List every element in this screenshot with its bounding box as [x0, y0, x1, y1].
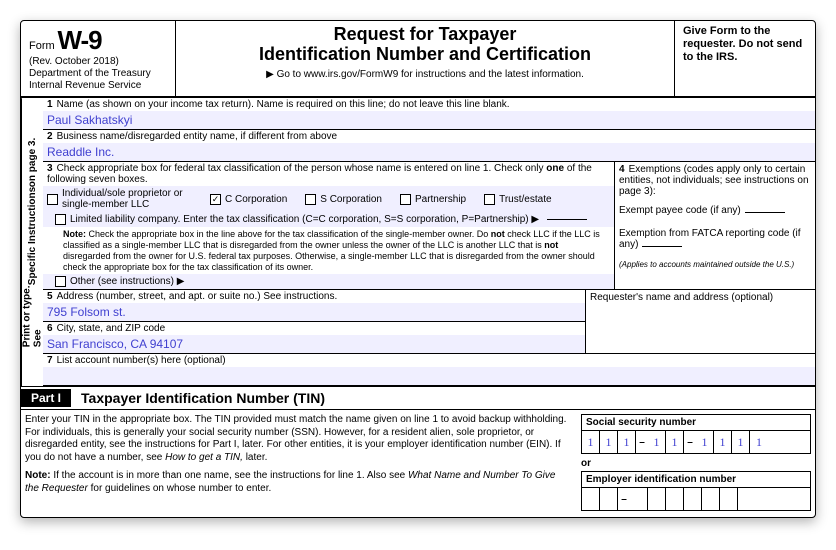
line3-num: 3 — [47, 163, 53, 174]
line3-note: Note: Check the appropriate box in the l… — [43, 227, 614, 274]
line6-value[interactable]: San Francisco, CA 94107 — [43, 335, 585, 353]
side-instructions: Print or type.See Specific Instructions … — [21, 98, 43, 386]
ssn-label: Social security number — [582, 415, 810, 431]
checkbox-row-other: Other (see instructions) ▶ — [43, 274, 614, 289]
line-3-4: 3Check appropriate box for federal tax c… — [43, 162, 815, 290]
checkbox-row-llc: Limited liability company. Enter the tax… — [43, 212, 614, 227]
line5-value[interactable]: 795 Folsom st. — [43, 303, 585, 321]
header-right: Give Form to the requester. Do not send … — [675, 21, 815, 96]
part1-body: Enter your TIN in the appropriate box. T… — [21, 410, 815, 517]
line7-num: 7 — [47, 355, 53, 366]
or-label: or — [581, 456, 811, 471]
w9-form: Form W-9 (Rev. October 2018) Department … — [20, 20, 816, 518]
line2-value[interactable]: Readdle Inc. — [43, 143, 815, 161]
title-line2: Identification Number and Certification — [184, 45, 666, 65]
main-body: Print or type.See Specific Instructions … — [21, 98, 815, 386]
form-word: Form — [29, 40, 55, 52]
cb-c-corp[interactable]: ✓C Corporation — [210, 194, 287, 205]
line-1: 1 Name (as shown on your income tax retur… — [43, 98, 815, 130]
title-line1: Request for Taxpayer — [184, 25, 666, 45]
header-center: Request for Taxpayer Identification Numb… — [176, 21, 675, 96]
cb-s-corp[interactable]: S Corporation — [305, 194, 382, 205]
part1-header: Part I Taxpayer Identification Number (T… — [21, 386, 815, 410]
cb-partnership[interactable]: Partnership — [400, 194, 466, 205]
line3-label: Check appropriate box for federal tax cl… — [47, 163, 592, 185]
part1-label: Part I — [21, 389, 71, 407]
line5-num: 5 — [47, 291, 53, 302]
header-left: Form W-9 (Rev. October 2018) Department … — [21, 21, 176, 96]
line6-label: City, state, and ZIP code — [57, 323, 166, 334]
cb-individual[interactable]: Individual/sole proprietor or single-mem… — [47, 188, 192, 210]
cb-other[interactable]: Other (see instructions) ▶ — [55, 276, 184, 287]
line-7: 7 List account number(s) here (optional) — [43, 354, 815, 386]
exempt-payee-input[interactable] — [745, 212, 785, 213]
ssn-box: Social security number 1 1 1 – 1 1 – 1 1… — [581, 414, 811, 454]
part1-para2: Note: If the account is in more than one… — [25, 470, 571, 495]
part1-para1: Enter your TIN in the appropriate box. T… — [25, 414, 571, 464]
line-6: 6 City, state, and ZIP code San Francisco… — [43, 322, 585, 353]
ein-box: Employer identification number – — [581, 471, 811, 511]
line4-section: 4Exemptions (codes apply only to certain… — [615, 162, 815, 289]
header-link: ▶ Go to www.irs.gov/FormW9 for instructi… — [184, 69, 666, 80]
line3-section: 3Check appropriate box for federal tax c… — [43, 162, 615, 289]
checkbox-row-1: Individual/sole proprietor or single-mem… — [43, 186, 614, 212]
dept1: Department of the Treasury — [29, 68, 167, 80]
line7-value[interactable] — [43, 367, 815, 385]
line6-num: 6 — [47, 323, 53, 334]
tin-boxes: Social security number 1 1 1 – 1 1 – 1 1… — [581, 414, 811, 513]
part1-title: Taxpayer Identification Number (TIN) — [81, 390, 325, 406]
form-number: W-9 — [57, 25, 101, 55]
line1-num: 1 — [47, 99, 53, 110]
cb-llc[interactable]: Limited liability company. Enter the tax… — [55, 214, 587, 225]
line-2: 2 Business name/disregarded entity name, … — [43, 130, 815, 162]
ssn-digits[interactable]: 1 1 1 – 1 1 – 1 1 1 1 — [582, 431, 810, 453]
line-5-6-block: 5 Address (number, street, and apt. or su… — [43, 290, 815, 354]
line2-label: Business name/disregarded entity name, i… — [57, 131, 338, 142]
line4-num: 4 — [619, 164, 625, 175]
revision: (Rev. October 2018) — [29, 56, 167, 68]
line1-label: Name (as shown on your income tax return… — [57, 99, 510, 110]
line1-value[interactable]: Paul Sakhatskyi — [43, 111, 815, 129]
line-5: 5 Address (number, street, and apt. or su… — [43, 290, 585, 322]
form-lines: 1 Name (as shown on your income tax retur… — [43, 98, 815, 386]
line5-label: Address (number, street, and apt. or sui… — [57, 291, 338, 302]
exempt-payee-label: Exempt payee code (if any) — [619, 205, 741, 216]
cb-trust[interactable]: Trust/estate — [484, 194, 551, 205]
line4-label: Exemptions (codes apply only to certain … — [619, 164, 809, 197]
llc-classification-input[interactable] — [547, 219, 587, 220]
requester-section[interactable]: Requester's name and address (optional) — [585, 290, 815, 353]
dept2: Internal Revenue Service — [29, 80, 167, 92]
line2-num: 2 — [47, 131, 53, 142]
applies-note: (Applies to accounts maintained outside … — [619, 260, 811, 269]
ein-digits[interactable]: – — [582, 488, 810, 510]
part1-text: Enter your TIN in the appropriate box. T… — [25, 414, 581, 513]
fatca-input[interactable] — [642, 246, 682, 247]
ein-label: Employer identification number — [582, 472, 810, 488]
line7-label: List account number(s) here (optional) — [57, 355, 226, 366]
form-header: Form W-9 (Rev. October 2018) Department … — [21, 21, 815, 98]
